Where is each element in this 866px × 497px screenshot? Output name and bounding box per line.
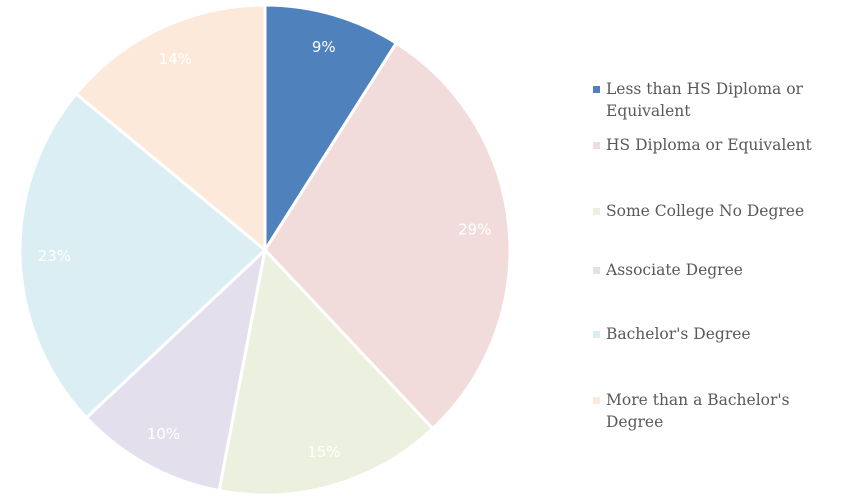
legend-swatch [593,267,600,274]
pie-slice [263,3,399,256]
legend-swatch [593,397,600,404]
data-label: 15% [307,443,340,461]
pie-slice [217,246,435,497]
legend-label: Less than HS Diploma or Equivalent [606,80,803,120]
data-label: 14% [159,50,192,68]
legend-label: Associate Degree [606,261,743,279]
legend-label: Some College No Degree [606,202,805,220]
legend-item: Some College No Degree [593,200,863,222]
data-label: 9% [312,38,336,56]
legend-item: Less than HS Diploma or Equivalent [593,78,863,122]
legend-item: HS Diploma or Equivalent [593,134,863,156]
legend-label: Bachelor's Degree [606,325,751,343]
legend-swatch [593,142,600,149]
legend-item: More than a Bachelor's Degree [593,389,863,433]
pie-area: 9% 29% 15% 10% 23% 14% [18,3,512,497]
pie-slice [18,91,268,420]
data-label: 23% [38,247,71,265]
legend-swatch [593,331,600,338]
legend-item: Bachelor's Degree [593,323,863,345]
pie-slice [263,41,512,431]
pie-slice [84,245,268,493]
data-label: 29% [458,221,491,239]
legend-swatch [593,86,600,93]
legend-label: HS Diploma or Equivalent [606,136,812,154]
legend-swatch [593,208,600,215]
legend-item: Associate Degree [593,259,863,281]
data-label: 10% [147,425,180,443]
legend-label: More than a Bachelor's Degree [606,391,790,431]
pie-slice [74,3,267,254]
